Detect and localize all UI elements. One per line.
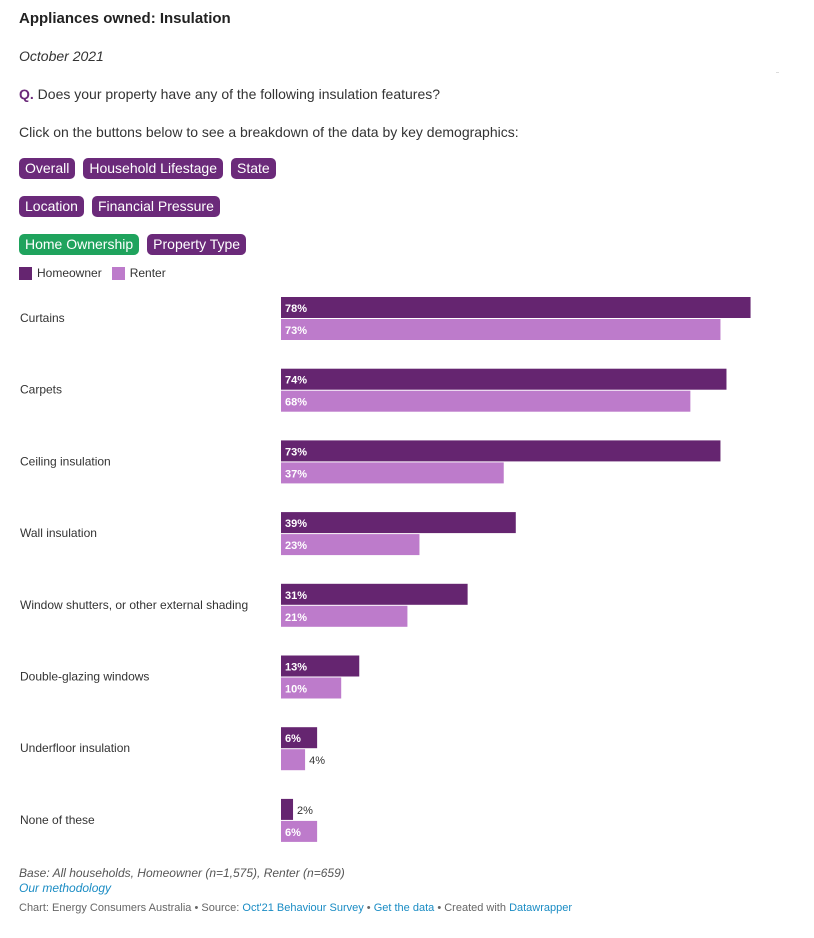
bar-homeowner [281, 512, 516, 534]
source-label: Source: [201, 902, 240, 914]
bar-homeowner [281, 798, 294, 820]
category-label: Curtains [20, 311, 65, 325]
data-label-homeowner: 13% [285, 662, 307, 674]
legend-swatch-renter [111, 266, 125, 280]
legend-swatch-homeowner [19, 266, 32, 280]
bar-homeowner [281, 583, 468, 605]
credit-separator: • [437, 902, 442, 914]
bar-renter [281, 390, 691, 412]
category-label: Window shutters, or other external shadi… [20, 598, 248, 612]
data-label-renter: 68% [285, 397, 307, 409]
data-label-homeowner: 78% [285, 303, 307, 315]
property-type-button[interactable]: Property Type [147, 234, 247, 255]
data-label-renter: 73% [285, 325, 307, 337]
location-button[interactable]: Location [19, 196, 84, 217]
data-label-homeowner: 73% [285, 446, 307, 458]
financial-pressure-button[interactable]: Financial Pressure [91, 196, 220, 217]
instruction-text: Click on the buttons below to see a brea… [19, 124, 519, 140]
question-text: Q. Does your property have any of the fo… [19, 86, 440, 102]
data-label-homeowner: 6% [285, 733, 301, 745]
credit-separator: • [194, 902, 199, 914]
bar-homeowner [281, 368, 727, 390]
legend-item-homeowner: Homeowner [19, 266, 102, 280]
decorative-dot [776, 72, 779, 73]
data-label-homeowner: 31% [285, 590, 307, 602]
bar-chart: Curtains 78% 73% Carpets 74% 68% Ceiling insul… [20, 297, 751, 842]
data-label-renter: 23% [285, 540, 307, 552]
data-label-renter: 4% [309, 755, 325, 767]
chart-by-text: Chart: Energy Consumers Australia [19, 902, 192, 914]
button-row-1: Overall Household Lifestage State [19, 158, 276, 179]
overall-button[interactable]: Overall [19, 158, 76, 179]
question-prefix: Q. [19, 86, 34, 102]
legend-label-homeowner: Homeowner [37, 266, 102, 280]
bar-renter [281, 462, 504, 484]
legend-item-renter: Renter [111, 266, 166, 280]
data-label-renter: 21% [285, 612, 307, 624]
data-label-renter: 37% [285, 468, 307, 480]
category-label: Wall insulation [20, 526, 97, 540]
bar-renter [281, 534, 420, 556]
bar-renter [281, 820, 318, 842]
chart-credits: Chart: Energy Consumers Australia • Sour… [19, 902, 572, 914]
data-label-homeowner: 39% [285, 518, 307, 530]
credit-separator: • [366, 902, 371, 914]
data-label-renter: 6% [285, 827, 301, 839]
bar-renter [281, 749, 306, 771]
created-with-text: Created with [444, 902, 506, 914]
chart-title: Appliances owned: Insulation [19, 10, 231, 27]
category-label: Ceiling insulation [20, 454, 111, 468]
bar-homeowner [281, 727, 318, 749]
bar-renter [281, 605, 408, 627]
base-note: Base: All households, Homeowner (n=1,575… [19, 866, 345, 880]
category-label: None of these [20, 813, 95, 827]
bar-homeowner [281, 297, 751, 318]
data-label-homeowner: 2% [297, 805, 313, 817]
datawrapper-link[interactable]: Datawrapper [509, 902, 573, 914]
data-label-renter: 10% [285, 684, 307, 696]
question-body: Does your property have any of the follo… [37, 86, 441, 102]
state-button[interactable]: State [231, 158, 276, 179]
chart-date: October 2021 [19, 48, 104, 64]
category-label: Carpets [20, 383, 62, 397]
button-row-2: Location Financial Pressure [19, 196, 220, 217]
bar-homeowner [281, 655, 360, 677]
bar-renter [281, 319, 721, 340]
get-data-link[interactable]: Get the data [373, 902, 435, 914]
bar-homeowner [281, 440, 721, 462]
source-link[interactable]: Oct'21 Behaviour Survey [242, 902, 364, 914]
methodology-link[interactable]: Our methodology [19, 881, 112, 895]
bar-renter [281, 677, 342, 699]
data-label-homeowner: 74% [285, 375, 307, 387]
household-lifestage-button[interactable]: Household Lifestage [83, 158, 224, 179]
category-label: Double-glazing windows [20, 670, 149, 684]
button-row-3: Home Ownership Property Type [19, 234, 247, 255]
category-label: Underfloor insulation [20, 741, 130, 755]
home-ownership-button[interactable]: Home Ownership [19, 234, 140, 255]
chart-legend: Homeowner Renter [19, 266, 176, 280]
legend-label-renter: Renter [129, 266, 166, 280]
